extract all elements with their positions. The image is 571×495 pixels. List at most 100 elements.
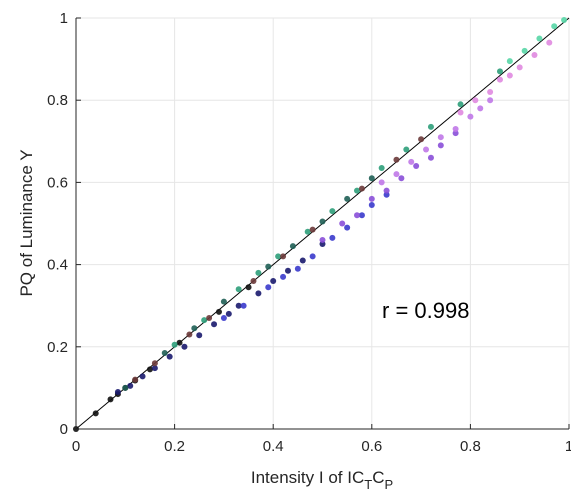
data-point [211, 321, 218, 328]
y-tick-label: 0.4 [47, 257, 68, 274]
data-point [477, 105, 484, 112]
data-point [378, 179, 385, 186]
grid [75, 17, 570, 430]
x-tick-label: 0 [72, 438, 80, 455]
data-point [457, 109, 464, 116]
axes [75, 17, 570, 430]
data-point [114, 389, 121, 396]
y-tick-labels: 0 0.2 0.4 0.6 0.8 1 [47, 10, 68, 438]
data-point [280, 273, 287, 280]
x-axis-label-mid: C [372, 468, 384, 487]
x-axis-label: Intensity I of ICTCP [251, 468, 393, 492]
y-axis-label: PQ of Luminance Y [17, 149, 36, 296]
data-point [403, 146, 410, 153]
data-point [418, 136, 425, 143]
data-point [496, 68, 503, 75]
data-point [506, 72, 513, 79]
data-point [393, 156, 400, 163]
y-tick-label: 0.6 [47, 174, 68, 191]
data-point [294, 265, 301, 272]
data-point [92, 410, 99, 417]
data-point [427, 123, 434, 130]
data-point [358, 212, 365, 219]
data-point [487, 97, 494, 104]
data-point [354, 187, 361, 194]
data-point [280, 253, 287, 260]
data-point [506, 58, 513, 65]
data-point [378, 165, 385, 172]
data-point [452, 125, 459, 132]
data-point [423, 146, 430, 153]
data-point [383, 191, 390, 198]
data-point [516, 64, 523, 71]
data-point [408, 158, 415, 165]
data-point [171, 341, 178, 348]
data-point [358, 185, 365, 192]
y-tick-label: 0 [60, 421, 68, 438]
data-point [127, 382, 134, 389]
data-point [151, 360, 158, 367]
correlation-annotation: r = 0.998 [382, 298, 469, 323]
data-point [225, 310, 232, 317]
data-point [383, 187, 390, 194]
data-point [398, 175, 405, 182]
data-point [457, 101, 464, 108]
x-tick-label: 0.8 [460, 438, 481, 455]
data-point [122, 384, 129, 391]
data-point [255, 290, 262, 297]
data-point [329, 234, 336, 241]
data-point [166, 353, 173, 360]
x-tick-label: 0.4 [263, 438, 284, 455]
data-point [151, 365, 158, 372]
data-point [146, 366, 153, 373]
data-point [107, 396, 114, 403]
data-point [521, 47, 528, 54]
data-point [139, 373, 146, 380]
data-point [309, 253, 316, 260]
data-point [531, 51, 538, 58]
data-point [329, 208, 336, 215]
data-point [546, 39, 553, 46]
data-point [235, 302, 242, 309]
data-point [368, 175, 375, 182]
data-point [467, 113, 474, 120]
data-point [319, 236, 326, 243]
y-tick-label: 1 [60, 10, 68, 27]
data-point [452, 130, 459, 137]
data-point [270, 278, 277, 285]
data-point [255, 269, 262, 276]
data-point [427, 154, 434, 161]
data-point [368, 202, 375, 209]
data-point [413, 162, 420, 169]
data-point [319, 218, 326, 225]
data-point [265, 263, 272, 270]
x-tick-label: 1 [565, 438, 571, 455]
data-point [181, 343, 188, 350]
data-points [73, 17, 568, 432]
x-tick-labels: 0 0.2 0.4 0.6 0.8 1 [72, 438, 571, 455]
data-point [275, 253, 282, 260]
data-point [289, 243, 296, 250]
data-point [344, 195, 351, 202]
data-point [186, 331, 193, 338]
data-point [284, 267, 291, 274]
data-point [393, 171, 400, 178]
data-point [299, 257, 306, 264]
data-point [496, 76, 503, 83]
data-point [235, 286, 242, 293]
data-point [215, 308, 222, 315]
data-point [220, 298, 227, 305]
data-point [265, 284, 272, 291]
data-point [551, 23, 558, 30]
data-point [437, 142, 444, 149]
x-tick-label: 0.6 [361, 438, 382, 455]
data-point [437, 134, 444, 141]
data-point [240, 302, 247, 309]
data-point [472, 97, 479, 104]
data-point [132, 376, 139, 383]
data-point [344, 224, 351, 231]
x-axis-label-sub1: T [364, 477, 372, 492]
data-point [354, 212, 361, 219]
data-point [368, 195, 375, 202]
